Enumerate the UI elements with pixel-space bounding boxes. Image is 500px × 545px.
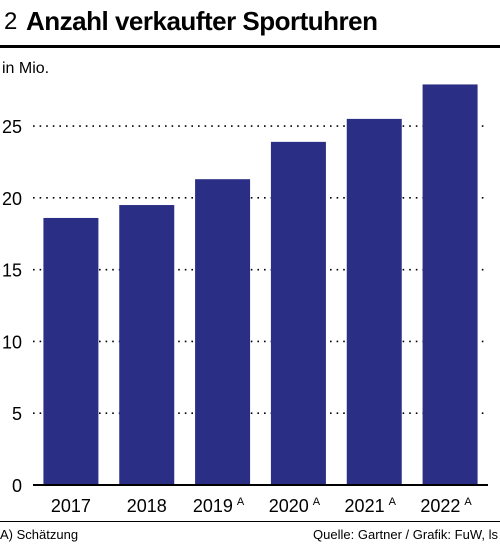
estimate-mark: A [464,496,472,508]
y-axis-unit-label: in Mio. [2,60,50,77]
bar-2021 [346,118,402,486]
footnote: A) Schätzung [0,527,79,542]
y-axis-ticks: 0 5 10 15 20 25 [2,117,22,496]
chart-header: 2 Anzahl verkaufter Sportuhren [0,0,500,48]
gridlines [33,125,488,415]
bar-2020 [270,141,326,485]
estimate-mark: A [389,496,397,508]
estimate-mark: A [313,496,321,508]
y-tick-label: 5 [12,404,22,424]
bar-2019 [195,179,251,485]
source-credit: Quelle: Gartner / Grafik: FuW, ls [313,527,498,542]
x-tick-label-2021: 2021 A [345,496,397,516]
bar-2018 [119,205,175,486]
y-tick-label: 15 [2,261,22,281]
x-tick-label-2020: 2020 A [269,496,321,516]
chart-number: 2 [4,8,18,35]
x-tick-label-2018: 2018 [127,496,167,516]
y-tick-label: 25 [2,117,22,137]
x-tick-label-2017: 2017 [51,496,91,516]
footer-rule [0,521,500,522]
title-rule [0,45,500,48]
x-axis-ticks: 2017 2018 2019 A 2020 A 2021 A 2022 A [51,496,473,516]
y-tick-label: 10 [2,332,22,352]
bars [43,84,478,486]
chart-title: Anzahl verkaufter Sportuhren [26,6,378,36]
y-tick-label: 0 [12,476,22,496]
estimate-mark: A [237,496,245,508]
bar-2022 [422,84,478,485]
y-tick-label: 20 [2,189,22,209]
x-tick-label-2019: 2019 A [193,496,245,516]
x-tick-label-2022: 2022 A [420,496,472,516]
bar-2017 [43,217,99,485]
